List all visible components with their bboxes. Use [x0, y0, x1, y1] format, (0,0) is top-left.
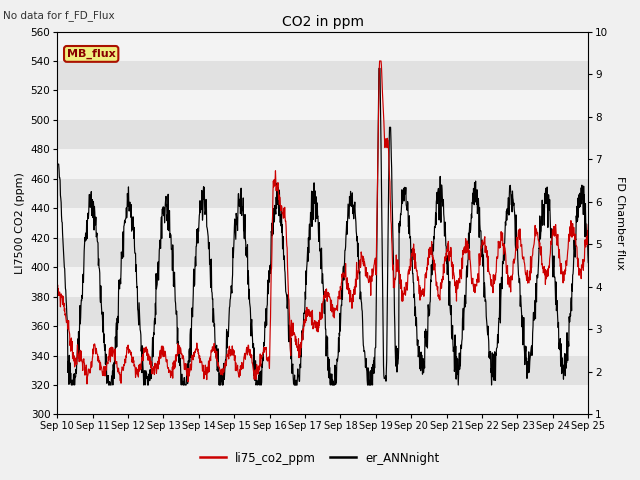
Bar	[57, 90, 588, 120]
Bar	[57, 120, 588, 149]
Title: CO2 in ppm: CO2 in ppm	[282, 15, 364, 29]
Bar	[57, 179, 588, 208]
Bar	[57, 32, 588, 61]
Bar	[57, 356, 588, 385]
Bar	[57, 385, 588, 414]
Bar	[57, 326, 588, 356]
Text: No data for f_FD_Flux: No data for f_FD_Flux	[3, 11, 115, 22]
Text: MB_flux: MB_flux	[67, 49, 116, 59]
Legend: li75_co2_ppm, er_ANNnight: li75_co2_ppm, er_ANNnight	[195, 447, 445, 469]
Bar	[57, 208, 588, 238]
Y-axis label: LI7500 CO2 (ppm): LI7500 CO2 (ppm)	[15, 172, 25, 274]
Bar	[57, 149, 588, 179]
Bar	[57, 267, 588, 297]
Bar	[57, 61, 588, 90]
Y-axis label: FD Chamber flux: FD Chamber flux	[615, 176, 625, 270]
Bar	[57, 238, 588, 267]
Bar	[57, 297, 588, 326]
